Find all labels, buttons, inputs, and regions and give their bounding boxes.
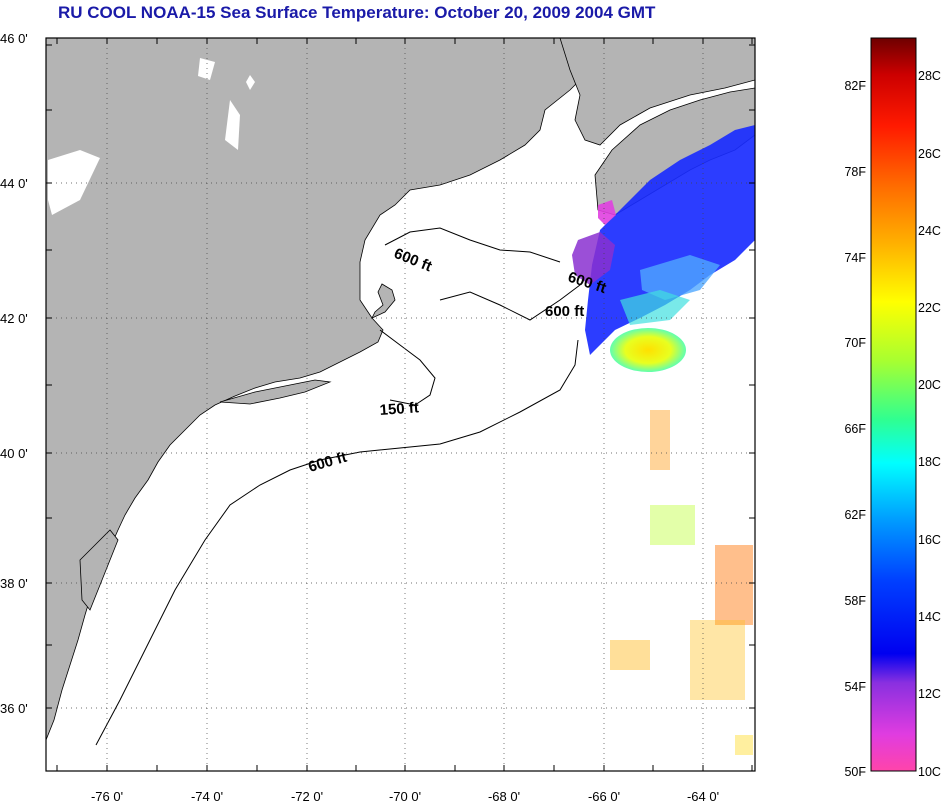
lon-tick-label: -72 0' — [291, 789, 323, 804]
colorbar-celsius-tick: 10C — [918, 765, 941, 779]
map-graticule — [46, 38, 755, 771]
contour-line-600ft-gulf — [439, 284, 581, 321]
sst-warm-speckle — [610, 640, 650, 670]
colorbar-celsius-tick: 18C — [918, 455, 941, 469]
contour-line-600ft — [95, 339, 579, 746]
contour-label: 150 ft — [379, 399, 419, 419]
colorbar-celsius-tick: 14C — [918, 610, 941, 624]
colorbar-fahrenheit-tick: 62F — [844, 508, 866, 522]
lake-shape — [198, 58, 215, 80]
new-brunswick-land — [559, 38, 755, 146]
lat-tick-label: 38 0' — [0, 576, 28, 591]
sst-warm-speckle — [715, 545, 753, 625]
colorbar-celsius-tick: 12C — [918, 687, 941, 701]
lon-tick-label: -76 0' — [91, 789, 123, 804]
contour-label: 600 ft — [545, 303, 584, 320]
cape-cod-land — [371, 283, 396, 319]
sst-warm-speckle — [735, 735, 753, 755]
colorbar-fahrenheit-tick: 50F — [844, 765, 866, 779]
long-island-land — [219, 379, 332, 405]
colorbar-celsius-tick: 16C — [918, 533, 941, 547]
lat-tick-label: 46 0' — [0, 31, 28, 46]
colorbar-fahrenheit-tick: 58F — [844, 594, 866, 608]
sst-light-blue-patch — [640, 255, 720, 300]
colorbar-fahrenheit-tick: 78F — [844, 165, 866, 179]
colorbar-celsius-tick: 20C — [918, 378, 941, 392]
sst-cold-water-region — [585, 125, 755, 355]
map-area: 600 ft 600 ft 600 ft 150 ft 600 ft 46 0'… — [0, 31, 756, 804]
sst-imagery — [572, 125, 755, 755]
delmarva-land — [79, 529, 119, 611]
sst-warm-eddy — [610, 328, 686, 372]
lon-tick-label: -64 0' — [687, 789, 719, 804]
colorbar-celsius-tick: 24C — [918, 224, 941, 238]
lat-tick-label: 36 0' — [0, 701, 28, 716]
map-title: RU COOL NOAA-15 Sea Surface Temperature:… — [58, 3, 656, 22]
colorbar-gradient — [870, 37, 917, 772]
colorbar-celsius-tick: 28C — [918, 69, 941, 83]
lon-tick-label: -70 0' — [389, 789, 421, 804]
lake-shape — [225, 100, 240, 150]
sst-cool-purple-patch — [572, 232, 615, 285]
colorbar-celsius-tick: 26C — [918, 147, 941, 161]
lat-tick-label: 40 0' — [0, 446, 28, 461]
lon-tick-label: -68 0' — [488, 789, 520, 804]
map-frame — [45, 37, 756, 772]
colorbar-fahrenheit-tick: 66F — [844, 422, 866, 436]
lake-shape — [48, 150, 100, 215]
colorbar-fahrenheit-tick: 82F — [844, 79, 866, 93]
colorbar-fahrenheit-tick: 54F — [844, 680, 866, 694]
lon-tick-label: -74 0' — [191, 789, 223, 804]
contour-line-150ft — [379, 329, 436, 406]
colorbar-celsius-tick: 22C — [918, 301, 941, 315]
bathymetry-contours — [95, 227, 581, 746]
temperature-colorbar: 82F 78F 74F 70F 66F 62F 58F 54F 50F 28C … — [844, 37, 941, 779]
sst-magenta-patch — [598, 200, 616, 225]
lake-shape — [246, 75, 255, 90]
sst-warm-speckle — [690, 620, 745, 700]
lon-tick-label: -66 0' — [588, 789, 620, 804]
lat-tick-label: 44 0' — [0, 176, 28, 191]
sst-cyan-patch — [620, 290, 690, 325]
lat-tick-label: 42 0' — [0, 311, 28, 326]
sst-warm-speckle — [650, 410, 670, 470]
map-frame-ticks — [46, 38, 755, 771]
colorbar-fahrenheit-tick: 70F — [844, 336, 866, 350]
colorbar-fahrenheit-tick: 74F — [844, 251, 866, 265]
contour-line-600ft-north — [384, 227, 561, 263]
sst-warm-speckle — [650, 505, 695, 545]
